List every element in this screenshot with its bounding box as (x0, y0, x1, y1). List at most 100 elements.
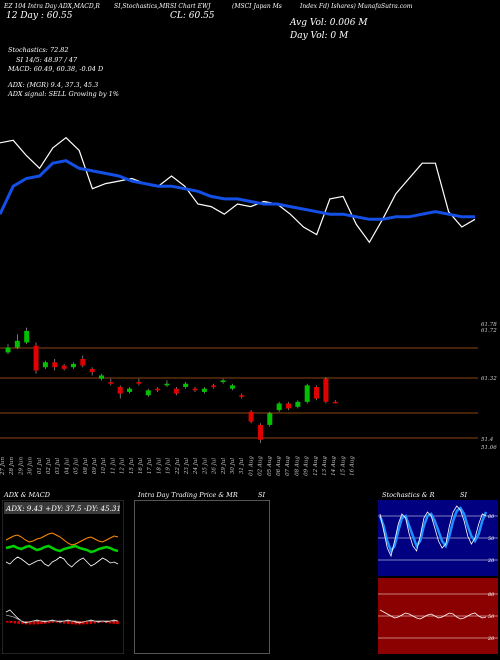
rsi-label-20: 20 (487, 636, 495, 642)
axis-label-5: 51.06 (481, 445, 497, 451)
x-ticks-group: 27 Jun 28 Jun 29 Jun 30 Jun 01 Jul 02 Jul 03 J… (0, 456, 356, 476)
adx-line (5, 556, 119, 568)
candle-body (229, 385, 235, 389)
macd-bar (85, 621, 89, 625)
macd-line (5, 609, 119, 624)
x-tick-label: 15 Aug (340, 456, 346, 476)
macd-signal-line (5, 614, 118, 623)
adx-panel-frame (2, 500, 124, 654)
macd-bar (89, 621, 93, 624)
candle-body (332, 401, 338, 404)
candle-body (80, 358, 86, 366)
candle-body (24, 330, 30, 343)
macd-bar (63, 621, 66, 624)
macd-bar (51, 621, 55, 623)
x-tick-label: 05 Aug (267, 456, 273, 476)
minus-dy-line (5, 544, 119, 554)
stoch-panel-title: Stochastics & R (382, 491, 435, 499)
candle-body (5, 347, 11, 353)
candle-body (155, 388, 161, 391)
x-tick-label: 08 Aug (294, 456, 300, 476)
adx-readout-text: ADX: 9.43 +DY: 37.5 -DY: 45.31 (5, 504, 121, 513)
candle-body (108, 382, 114, 384)
macd-bar (32, 621, 36, 625)
macd-bar (9, 621, 13, 623)
x-tick-label: 28 Jun (9, 457, 15, 476)
stoch-label-20: 20 (487, 558, 495, 564)
x-tick-label: 12 Jul (120, 458, 126, 474)
stoch-label-80: 80 (488, 514, 495, 520)
x-tick-label: 11 Jul (110, 458, 116, 474)
candle-body (33, 345, 39, 371)
macd-bar (21, 621, 24, 625)
candle-body (145, 390, 151, 396)
x-tick-label: 14 Aug (331, 456, 337, 476)
x-tick-label: 29 Jun (18, 457, 24, 476)
macd-bar (13, 621, 17, 624)
rsi-label-50: 50 (488, 614, 495, 620)
candle-body (52, 362, 58, 368)
stoch-d-line (378, 506, 488, 554)
x-tick-label: 12 Aug (313, 456, 319, 476)
candle-body (323, 378, 329, 402)
candle-body (192, 388, 198, 391)
candle-body (276, 403, 282, 411)
x-tick-label: 16 Jul (138, 458, 144, 474)
rsi-label-80: 80 (488, 592, 495, 598)
candle-body (70, 363, 76, 368)
candle-body (14, 340, 20, 348)
macd-bar (40, 621, 43, 625)
stoch-panel-si: SI (460, 491, 468, 499)
x-tick-label: 27 Jun (0, 457, 6, 476)
x-tick-label: 17 Jul (147, 458, 153, 474)
macd-bar (108, 621, 112, 624)
candle-body (286, 403, 291, 409)
candle-body (89, 368, 95, 373)
macd-readout: MACD: 60.49, 60.38, -0.04 D (8, 65, 104, 73)
x-tick-label: 23 Jul (184, 458, 190, 475)
x-tick-label: 05 Jul (74, 458, 80, 474)
candle-body (183, 383, 189, 387)
macd-bar (28, 621, 32, 625)
x-tick-label: 07 Aug (285, 456, 291, 476)
candle-body (304, 385, 310, 402)
macd-bar (116, 621, 119, 625)
x-tick-label: 18 Jul (156, 458, 162, 474)
axis-label-3: 61.32 (481, 376, 497, 382)
price-line-chart (0, 136, 476, 244)
candle-body (136, 382, 142, 384)
x-tick-label: 26 Jul (212, 458, 218, 475)
adx-macd-panel: ADX: 9.43 +DY: 37.5 -DY: 45.31 (2, 500, 124, 654)
x-tick-label: 31 Jul (239, 458, 245, 474)
x-tick-label: 01 Jul (37, 458, 43, 474)
x-tick-label: 30 Jun (28, 457, 34, 475)
candle-body (257, 424, 263, 440)
candle-body (211, 385, 217, 387)
candle-body (117, 387, 123, 394)
adx-readout: ADX: (MGR) 9.4, 37.3, 45.3 (8, 80, 99, 89)
price-series-line (0, 136, 476, 244)
x-tick-label: 04 Jul (64, 458, 70, 474)
intra-panel-title: Intra Day Trading Price & MR (138, 491, 238, 499)
header-indicators: SI,Stochastics,MR (114, 3, 170, 10)
x-tick-label: 16 Aug (350, 456, 356, 476)
candle-body (127, 388, 133, 392)
candle-body (267, 413, 273, 425)
x-tick-label: 22 Jul (175, 458, 181, 475)
candles-group (5, 327, 338, 444)
stoch-k-line (379, 505, 487, 558)
macd-bar (70, 621, 74, 625)
adx-signal-readout: ADX signal: SELL Growing by 1% (8, 90, 119, 98)
candle-body (220, 380, 226, 383)
axis-label-4: 51.4 (481, 437, 494, 443)
candle-body (295, 401, 301, 407)
stoch-label-50: 50 (488, 536, 495, 542)
x-tick-label: 09 Jul (92, 458, 98, 474)
x-tick-label: 09 Aug (304, 456, 310, 476)
candlestick-chart: 61.78 61.72 61.32 51.4 51.06 27 Jun 28 Ju… (0, 322, 497, 476)
macd-bar (82, 621, 85, 625)
adx-panel-title: ADX & MACD (4, 491, 50, 499)
candle-body (42, 362, 48, 368)
x-tick-label: 19 Jul (166, 458, 172, 474)
x-tick-label: 15 Jul (129, 458, 135, 474)
